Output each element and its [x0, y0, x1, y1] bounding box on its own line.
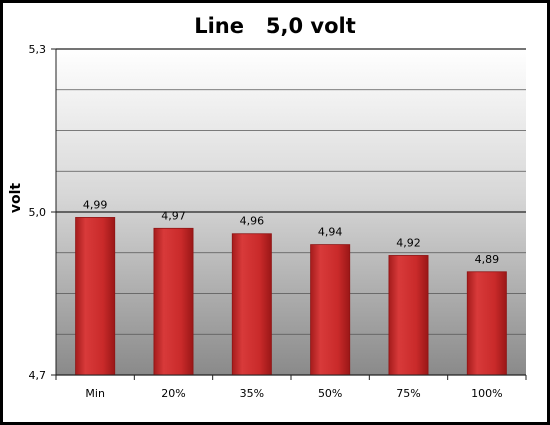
x-tick-label: 75%	[396, 387, 420, 400]
data-label: 4,92	[396, 236, 421, 249]
y-tick-label: 5,3	[29, 43, 47, 56]
y-tick-label: 4,7	[29, 369, 47, 382]
bar-3	[310, 244, 351, 376]
x-tick-label: 20%	[161, 387, 185, 400]
x-tick-label: 35%	[240, 387, 264, 400]
x-tick-label: Min	[85, 387, 105, 400]
data-label: 4,96	[240, 215, 265, 228]
bar-4	[388, 255, 429, 376]
x-tick-label: 100%	[471, 387, 502, 400]
data-label: 4,97	[161, 209, 186, 222]
data-label: 4,99	[83, 198, 108, 211]
data-label: 4,94	[318, 226, 343, 239]
y-tick-label: 5,0	[29, 206, 47, 219]
chart-title: Line 5,0 volt	[194, 14, 356, 38]
bar-0	[75, 217, 116, 376]
data-label: 4,89	[475, 253, 500, 266]
bar-2	[231, 233, 272, 376]
x-tick-label: 50%	[318, 387, 342, 400]
bar-1	[153, 227, 194, 376]
bar-5	[466, 271, 507, 376]
